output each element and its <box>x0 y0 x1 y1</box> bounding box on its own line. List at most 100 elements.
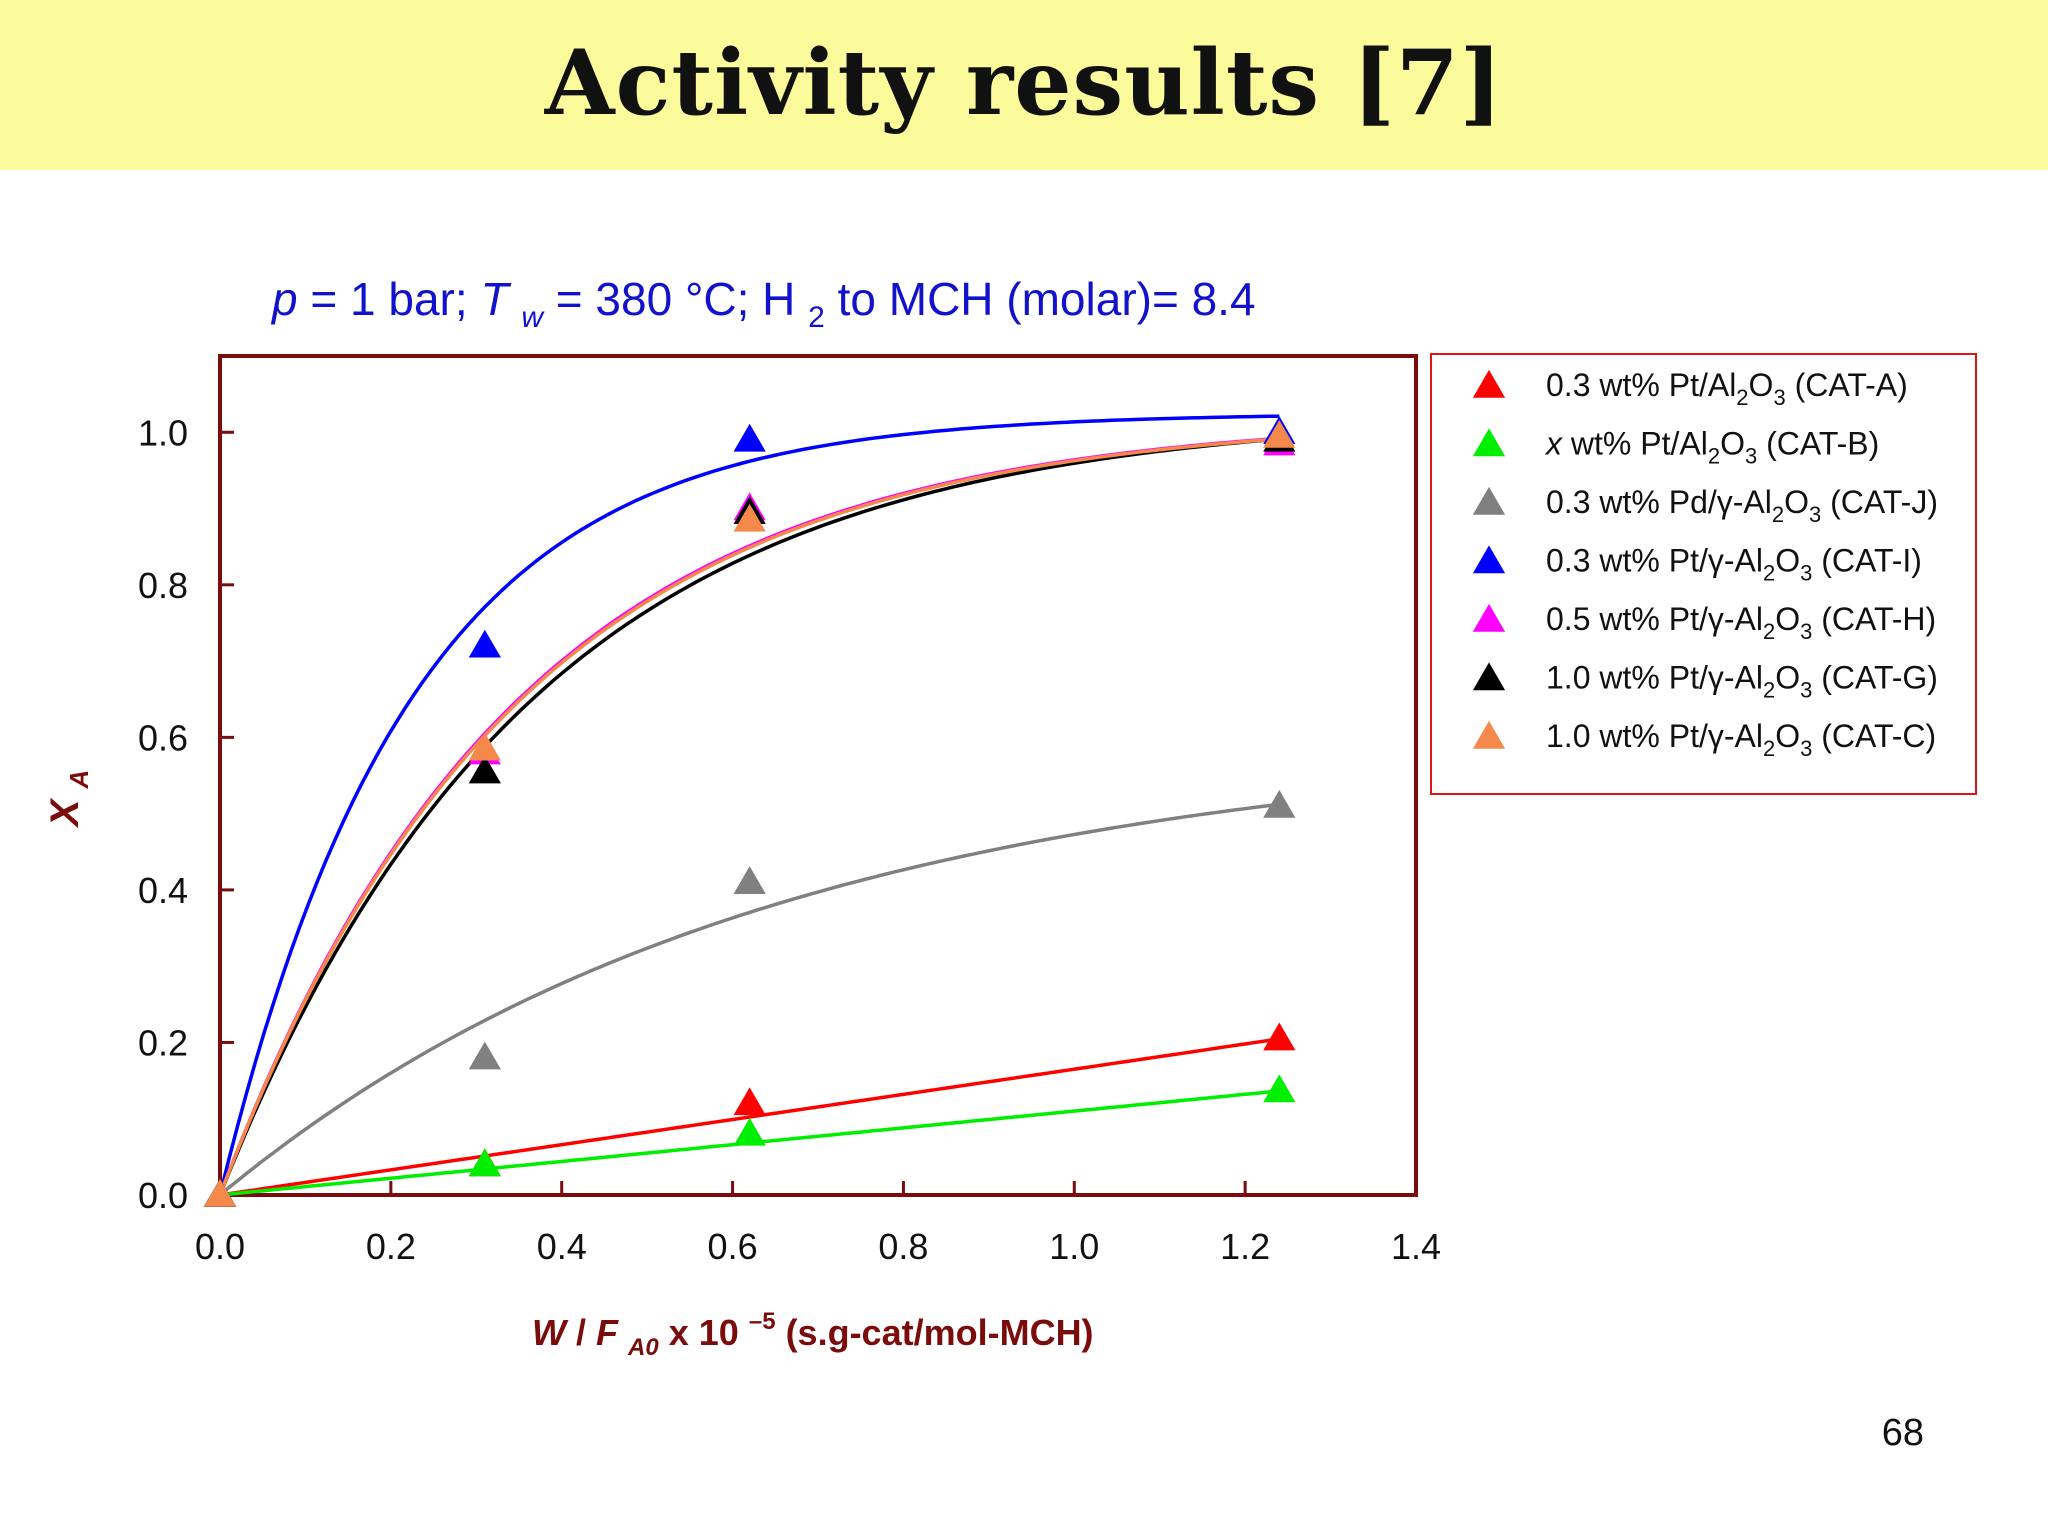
conditions-T-sub: w <box>521 301 545 334</box>
marker-series-6-pt-1 <box>468 732 501 761</box>
legend-text-pre: 0.5 wt% Pt/γ-Al <box>1546 601 1763 637</box>
y-tick-label: 0.6 <box>138 717 188 758</box>
marker-series-6-pt-3 <box>1263 419 1296 448</box>
legend-text-pre: 1.0 wt% Pt/γ-Al <box>1546 660 1763 696</box>
xlabel-units: (s.g-cat/mol-MCH) <box>786 1312 1094 1353</box>
x-tick-label: 0.0 <box>195 1226 245 1267</box>
marker-series-6-pt-0 <box>203 1178 237 1207</box>
conditions-H-sub: 2 <box>808 301 825 334</box>
x-tick-label: 0.2 <box>366 1226 416 1267</box>
xlabel-F: F <box>596 1312 619 1353</box>
marker-series-1-pt-1 <box>468 1148 501 1177</box>
legend-text-pre: wt% Pt/Al <box>1562 426 1708 462</box>
legend-text-s1: 2 <box>1708 444 1720 469</box>
fit-curve-series-5 <box>218 437 1280 1196</box>
marker-series-1-pt-2 <box>733 1117 766 1146</box>
legend-text-s2: 3 <box>1809 502 1821 527</box>
legend-text-s2: 3 <box>1745 444 1757 469</box>
legend-text-post: (CAT-B) <box>1757 426 1879 462</box>
y-tick-label: 1.0 <box>138 412 188 453</box>
marker-series-2-pt-1 <box>468 1041 501 1070</box>
y-tick-labels: 0.0 0.2 0.4 0.6 0.8 1.0 <box>138 412 188 1216</box>
marker-series-2-pt-2 <box>733 866 766 894</box>
slide-title: Activity results [7] <box>544 30 1504 136</box>
fit-curve-series-6 <box>218 437 1280 1196</box>
y-tick-label: 0.0 <box>138 1175 188 1216</box>
x-tick-label: 0.8 <box>878 1226 928 1267</box>
legend-text-mid: O <box>1775 660 1800 696</box>
axis-ticks <box>218 430 1418 1197</box>
fit-curve-series-2 <box>218 802 1280 1197</box>
legend-text-post: (CAT-J) <box>1821 484 1938 520</box>
page-number: 68 <box>1881 1412 1924 1454</box>
xlabel-W: W <box>532 1312 569 1353</box>
legend-text-mid: O <box>1775 543 1800 579</box>
marker-series-1-pt-3 <box>1263 1074 1296 1103</box>
marker-series-3-pt-1 <box>468 629 501 658</box>
chart-conditions: p = 1 bar; T w = 380 °C; H 2 to MCH (mol… <box>270 273 1256 337</box>
legend-text-mid: O <box>1775 601 1800 637</box>
x-tick-label: 1.4 <box>1391 1226 1441 1267</box>
legend-text-s2: 3 <box>1800 736 1812 761</box>
legend-marker-6 <box>1472 720 1506 749</box>
title-bar <box>0 0 2048 170</box>
fit-curve-series-0 <box>219 1037 1280 1197</box>
conditions-T-eq: = 380 °C; H <box>556 273 796 325</box>
legend-text-mid: O <box>1720 426 1745 462</box>
xlabel-F-sub: A0 <box>627 1334 659 1361</box>
legend-text-post: (CAT-H) <box>1812 601 1936 637</box>
legend-text-s1: 2 <box>1763 736 1775 761</box>
xlabel-exp: –5 <box>749 1308 776 1335</box>
legend-marker-5 <box>1472 662 1506 691</box>
fit-curve-series-3 <box>218 414 1280 1196</box>
legend-text-s1: 2 <box>1772 502 1784 527</box>
legend-marker-1 <box>1472 428 1506 457</box>
legend-text-s2: 3 <box>1800 678 1812 703</box>
legend-text-s1: 2 <box>1763 678 1775 703</box>
legend-text-post: (CAT-I) <box>1812 543 1922 579</box>
legend-text-pre: 0.3 wt% Pt/Al <box>1546 367 1736 403</box>
legend-marker-4 <box>1472 603 1506 632</box>
legend-marker-0 <box>1472 369 1506 398</box>
legend-text-s1: 2 <box>1763 619 1775 644</box>
conditions-T: T <box>480 273 511 325</box>
legend-marker-2 <box>1472 486 1506 515</box>
x-tick-label: 0.4 <box>537 1226 587 1267</box>
legend-text-mid: O <box>1784 484 1809 520</box>
legend-text-s2: 3 <box>1800 561 1812 586</box>
x-tick-label: 1.2 <box>1220 1226 1270 1267</box>
y-tick-label: 0.4 <box>138 870 188 911</box>
legend-text-pre: 1.0 wt% Pt/γ-Al <box>1546 718 1763 754</box>
legend-entry-5: 1.0 wt% Pt/γ-Al2O3 (CAT-G) <box>1546 660 1938 703</box>
legend-text-pre: 0.3 wt% Pd/γ-Al <box>1546 484 1772 520</box>
y-axis-label: X A <box>43 770 94 829</box>
x-tick-label: 1.0 <box>1049 1226 1099 1267</box>
legend-entry-0: 0.3 wt% Pt/Al2O3 (CAT-A) <box>1546 367 1908 410</box>
conditions-p-eq: = 1 bar; <box>310 273 480 325</box>
legend-text-s1: 2 <box>1736 385 1748 410</box>
legend-text-pre: 0.3 wt% Pt/γ-Al <box>1546 543 1763 579</box>
data-markers <box>203 416 1296 1207</box>
legend-text-s2: 3 <box>1773 385 1785 410</box>
marker-series-5-pt-1 <box>468 755 501 784</box>
legend-text-post: (CAT-A) <box>1786 367 1908 403</box>
plot-frame <box>218 354 1418 1197</box>
xlabel-slash: / <box>576 1312 586 1353</box>
legend-text-ital: x <box>1544 426 1563 462</box>
legend-text-post: (CAT-G) <box>1812 660 1938 696</box>
legend-marker-3 <box>1472 545 1506 574</box>
marker-series-2-pt-3 <box>1263 789 1296 818</box>
marker-series-0-pt-3 <box>1263 1022 1296 1051</box>
fit-curves <box>218 414 1280 1197</box>
legend-text-mid: O <box>1749 367 1774 403</box>
legend-entry-1: x wt% Pt/Al2O3 (CAT-B) <box>1544 426 1879 469</box>
legend-text-mid: O <box>1775 718 1800 754</box>
legend-entry-6: 1.0 wt% Pt/γ-Al2O3 (CAT-C) <box>1546 718 1936 761</box>
legend-entry-3: 0.3 wt% Pt/γ-Al2O3 (CAT-I) <box>1546 543 1922 586</box>
conditions-rest: to MCH (molar)= 8.4 <box>838 273 1256 325</box>
legend-text-s1: 2 <box>1763 561 1775 586</box>
ylabel-X: X <box>43 797 87 828</box>
y-tick-label: 0.2 <box>138 1022 188 1063</box>
marker-series-3-pt-2 <box>733 423 766 452</box>
